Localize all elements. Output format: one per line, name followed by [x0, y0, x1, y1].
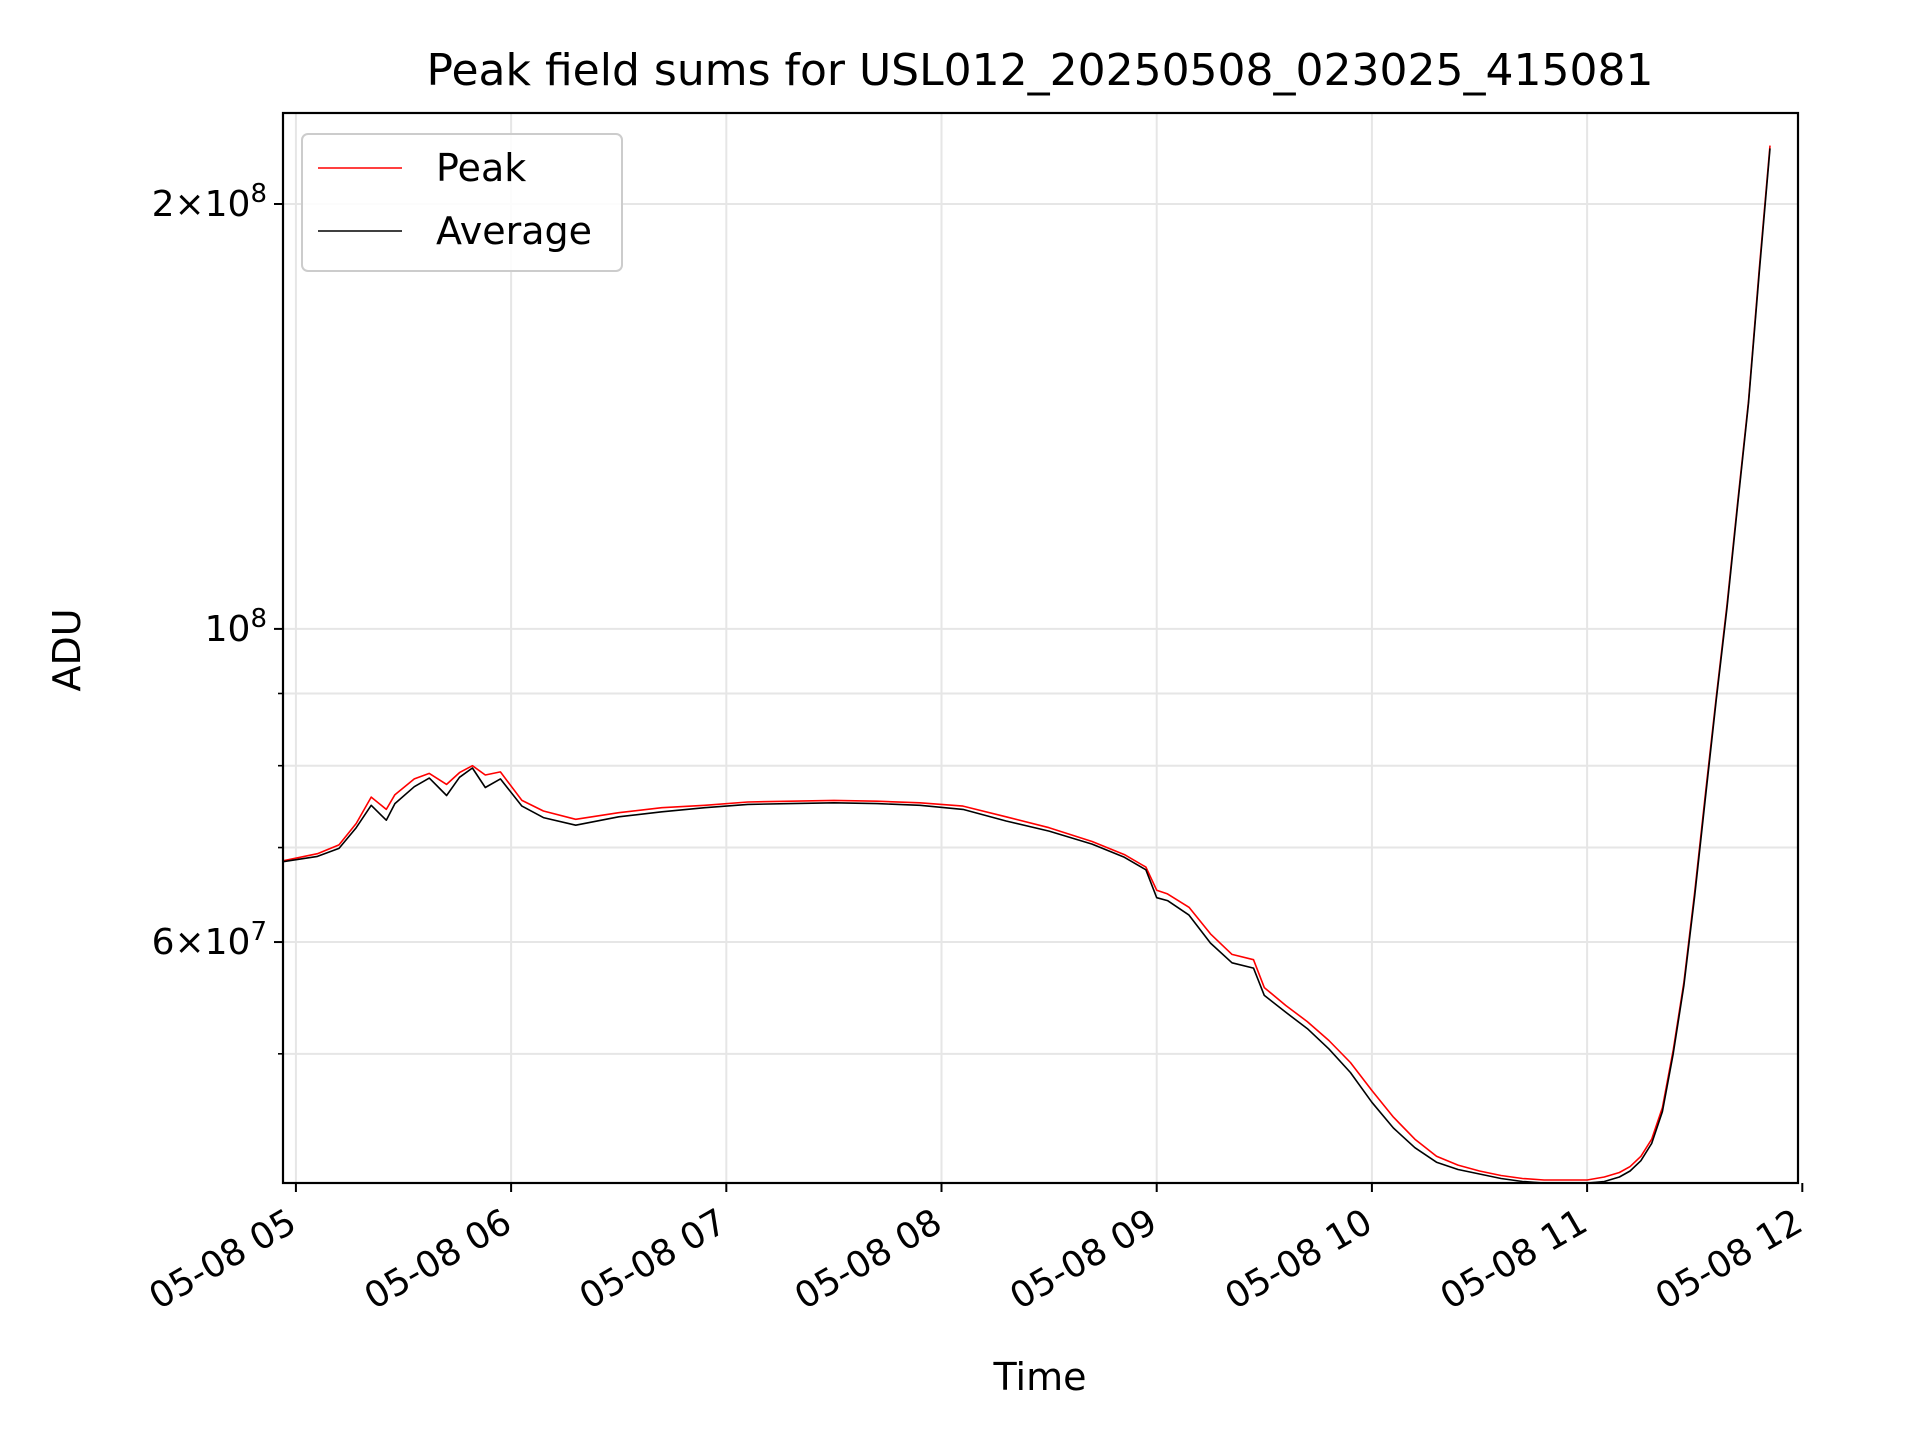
series-line-average	[283, 148, 1771, 1183]
legend-label-peak: Peak	[436, 146, 526, 190]
x-axis-label: Time	[993, 1355, 1087, 1399]
plot-frame	[281, 111, 1800, 1185]
legend: Peak Average	[301, 133, 623, 272]
y-tick-exponent: 7	[250, 917, 267, 947]
legend-label-average: Average	[436, 209, 592, 253]
y-tick-exponent: 8	[250, 604, 267, 634]
y-tick-exponent: 8	[250, 179, 267, 209]
series-layer	[283, 145, 1771, 1183]
chart-title: Peak field sums for USL012_20250508_0230…	[427, 45, 1654, 96]
y-tick-label: 6×107	[152, 917, 267, 963]
y-tick-label: 2×108	[152, 179, 267, 225]
grid	[283, 113, 1798, 1183]
y-axis-label: ADU	[45, 608, 89, 691]
series-line-peak	[283, 145, 1771, 1181]
